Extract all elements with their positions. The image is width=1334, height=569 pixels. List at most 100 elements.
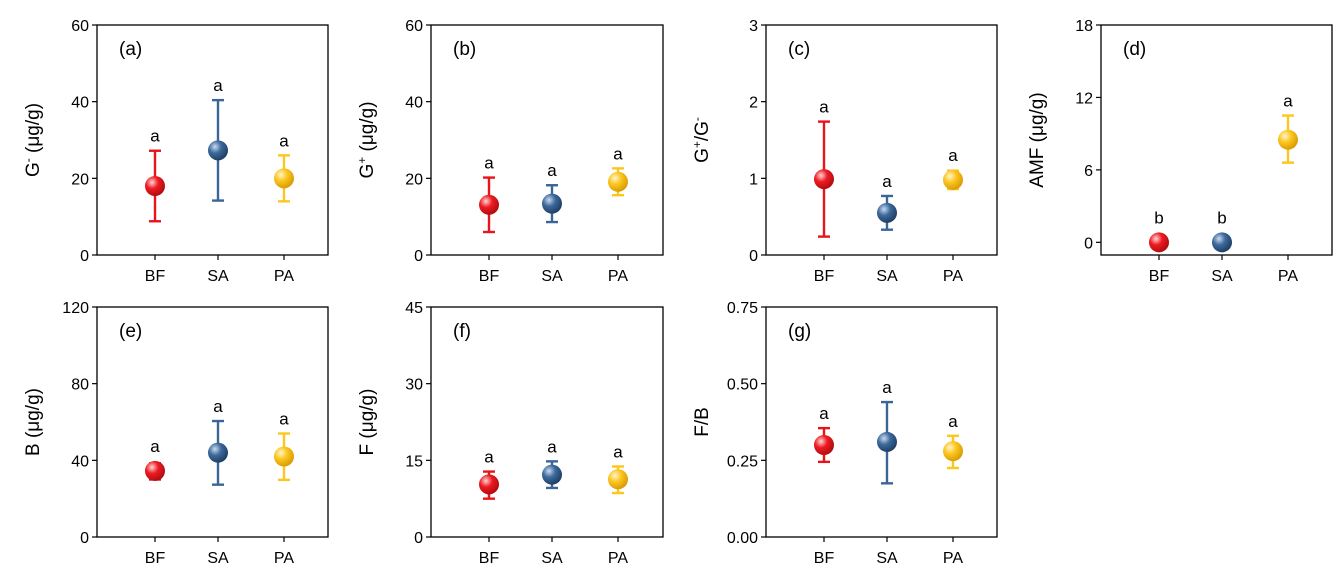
y-tick-label: 45	[405, 300, 423, 317]
significance-letter: b	[1217, 208, 1226, 227]
significance-letter: a	[279, 410, 289, 429]
mean-point	[814, 169, 834, 189]
y-axis-label-part: B (μg/g)	[23, 388, 44, 456]
x-tick-label: SA	[876, 550, 898, 567]
significance-letter: a	[484, 448, 494, 467]
y-tick-label: 2	[749, 95, 758, 112]
panel-label: (e)	[119, 321, 142, 342]
y-axis-label-part: +	[355, 157, 369, 164]
y-axis-label-part: AMF (μg/g)	[1027, 92, 1048, 187]
x-tick-label: BF	[145, 550, 166, 567]
chart-panel: 0.000.250.500.75BF SA PAF/B(g)aaa	[692, 300, 997, 567]
chart-panel: 0 20 40 60 BF SA PA G+ (μg/g) (b) a a a	[355, 18, 663, 285]
x-tick-label: BF	[814, 268, 835, 285]
x-tick-label: BF	[479, 550, 500, 567]
significance-letter: a	[882, 378, 892, 397]
x-tick-label: BF	[145, 268, 166, 285]
y-axis-label-part: G	[23, 162, 44, 177]
y-axis-label-part: +	[690, 141, 704, 148]
y-axis-label: AMF (μg/g)	[1027, 92, 1048, 187]
y-axis-label-part: -	[690, 117, 704, 121]
panel-label: (b)	[453, 39, 476, 60]
y-tick-label: 20	[405, 171, 423, 188]
mean-point	[145, 461, 165, 481]
mean-point	[145, 176, 165, 196]
panel-label: (a)	[119, 39, 142, 60]
y-tick-label: 12	[1075, 90, 1093, 107]
y-axis-label-part: F/B	[692, 407, 713, 437]
y-axis-label-part: G	[357, 164, 378, 179]
y-axis-label: B (μg/g)	[23, 388, 44, 456]
y-tick-label: 20	[71, 171, 89, 188]
x-tick-label: SA	[207, 550, 229, 567]
panel-label: (c)	[788, 39, 810, 60]
chart-panel: 0 15 30 45 BF SA PA F (μg/g) (f) a a a	[357, 300, 663, 567]
mean-point	[943, 441, 963, 461]
x-tick-label: BF	[479, 268, 500, 285]
mean-point	[877, 432, 897, 452]
x-tick-label: SA	[541, 550, 563, 567]
mean-point	[479, 195, 499, 215]
x-tick-label: PA	[274, 550, 294, 567]
y-axis-label-part: (μg/g)	[357, 101, 378, 156]
y-axis-label-part: (μg/g)	[23, 103, 44, 158]
mean-point	[274, 447, 294, 467]
y-tick-label: 18	[1075, 18, 1093, 35]
significance-letter: a	[948, 146, 958, 165]
x-tick-label: PA	[608, 268, 628, 285]
y-tick-label: 0	[749, 248, 758, 265]
significance-letter: a	[213, 76, 223, 95]
y-tick-label: 30	[405, 377, 423, 394]
y-tick-label: 40	[71, 453, 89, 470]
chart-panel: 0 6 12 18 BF SA PA AMF (μg/g) (d) b b a	[1027, 18, 1332, 285]
x-tick-label: PA	[274, 268, 294, 285]
y-tick-label: 0	[80, 530, 89, 547]
y-tick-label: 60	[71, 18, 89, 35]
mean-point	[208, 443, 228, 463]
mean-point	[1278, 130, 1298, 150]
y-axis-label: G- (μg/g)	[21, 103, 44, 177]
y-tick-label: 120	[62, 300, 89, 317]
y-tick-label: 40	[405, 95, 423, 112]
significance-letter: a	[150, 437, 160, 456]
panel-label: (g)	[788, 321, 811, 342]
y-tick-label: 80	[71, 377, 89, 394]
significance-letter: a	[279, 131, 289, 150]
y-axis-label: G+ (μg/g)	[355, 101, 378, 178]
y-axis-label-part: /G	[692, 121, 713, 141]
mean-point	[814, 435, 834, 455]
y-tick-label: 0.75	[727, 300, 758, 317]
x-tick-label: PA	[1278, 268, 1298, 285]
y-axis-label-part: F (μg/g)	[357, 389, 378, 456]
y-tick-label: 0.00	[727, 530, 758, 547]
mean-point	[943, 170, 963, 190]
x-tick-label: SA	[207, 268, 229, 285]
x-tick-label: PA	[943, 268, 963, 285]
panel-label: (f)	[453, 321, 471, 342]
x-tick-label: BF	[814, 550, 835, 567]
mean-point	[608, 172, 628, 192]
significance-letter: a	[547, 437, 557, 456]
y-tick-label: 0	[1084, 235, 1093, 252]
significance-letter: a	[613, 442, 623, 461]
y-tick-label: 0	[80, 248, 89, 265]
x-tick-label: PA	[943, 550, 963, 567]
chart-panel: 0 20 40 60 BF SA PA G- (μg/g) (a) a a a	[21, 18, 328, 285]
y-axis-label: G+/G-	[690, 117, 713, 163]
significance-letter: a	[819, 404, 829, 423]
x-tick-label: SA	[541, 268, 563, 285]
chart-panel: 04080120BF SA PAB (μg/g)(e)aaa	[23, 300, 328, 567]
x-tick-label: BF	[1149, 268, 1170, 285]
mean-point	[1212, 232, 1232, 252]
mean-point	[542, 465, 562, 485]
y-tick-label: 60	[405, 18, 423, 35]
mean-point	[608, 469, 628, 489]
significance-letter: a	[613, 144, 623, 163]
significance-letter: a	[819, 98, 829, 117]
y-tick-label: 15	[405, 453, 423, 470]
x-tick-label: SA	[876, 268, 898, 285]
mean-point	[877, 203, 897, 223]
significance-letter: a	[547, 161, 557, 180]
significance-letter: a	[882, 172, 892, 191]
